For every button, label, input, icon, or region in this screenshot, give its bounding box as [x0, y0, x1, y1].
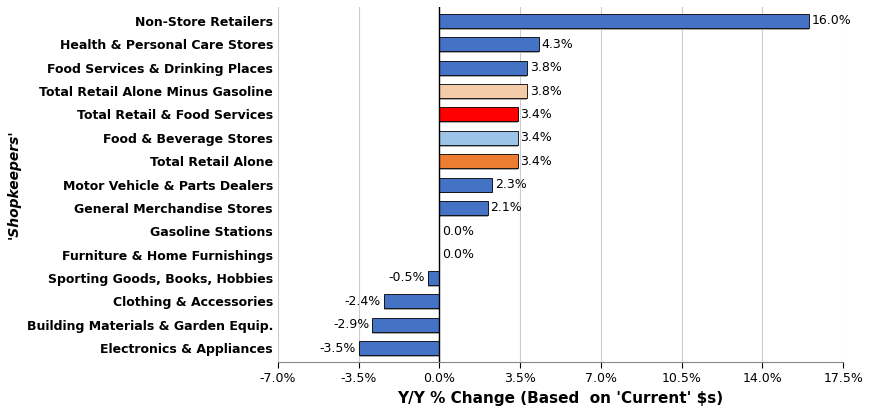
Bar — [439, 156, 517, 170]
Bar — [428, 273, 439, 287]
Text: -3.5%: -3.5% — [319, 342, 355, 355]
Bar — [439, 203, 488, 217]
Text: 3.4%: 3.4% — [520, 131, 552, 144]
Text: -2.9%: -2.9% — [333, 318, 369, 331]
Bar — [439, 107, 517, 121]
Bar — [439, 84, 527, 98]
Bar — [439, 179, 492, 193]
Bar — [372, 320, 439, 334]
Bar — [439, 201, 488, 215]
Bar — [439, 62, 527, 76]
Text: 16.0%: 16.0% — [810, 14, 850, 27]
Text: 3.8%: 3.8% — [529, 61, 561, 74]
X-axis label: Y/Y % Change (Based  on 'Current' $s): Y/Y % Change (Based on 'Current' $s) — [397, 391, 723, 406]
Text: 2.3%: 2.3% — [494, 178, 527, 191]
Bar — [439, 131, 517, 145]
Bar — [439, 61, 527, 75]
Bar — [428, 271, 439, 285]
Y-axis label: 'Shopkeepers': 'Shopkeepers' — [7, 130, 21, 239]
Text: -2.4%: -2.4% — [344, 295, 381, 308]
Bar — [439, 37, 538, 51]
Bar — [439, 133, 517, 147]
Bar — [439, 154, 517, 168]
Bar — [358, 341, 439, 355]
Text: 4.3%: 4.3% — [541, 38, 573, 51]
Bar — [439, 16, 807, 30]
Bar — [383, 296, 439, 310]
Bar — [439, 178, 492, 192]
Text: 2.1%: 2.1% — [490, 202, 521, 214]
Text: -0.5%: -0.5% — [388, 271, 424, 285]
Bar — [372, 318, 439, 332]
Bar — [439, 109, 517, 123]
Text: 0.0%: 0.0% — [441, 248, 474, 261]
Text: 3.4%: 3.4% — [520, 154, 552, 168]
Text: 0.0%: 0.0% — [441, 225, 474, 238]
Bar — [439, 14, 807, 28]
Bar — [439, 39, 538, 53]
Bar — [383, 294, 439, 309]
Bar — [358, 343, 439, 357]
Bar — [439, 86, 527, 100]
Text: 3.4%: 3.4% — [520, 108, 552, 121]
Text: 3.8%: 3.8% — [529, 85, 561, 97]
